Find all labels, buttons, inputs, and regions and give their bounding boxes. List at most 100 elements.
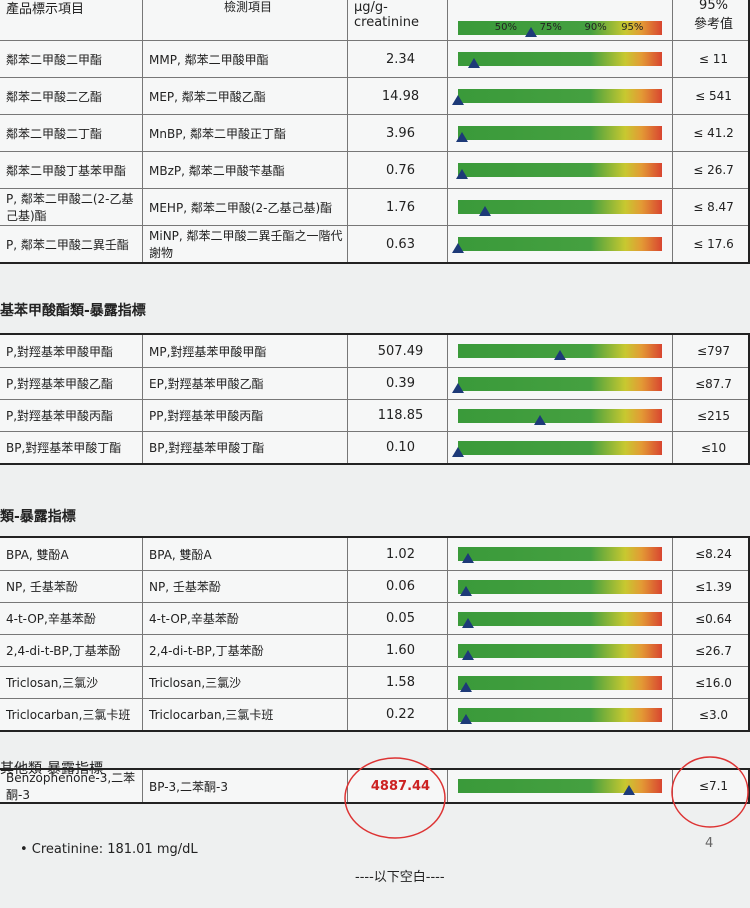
cell: BPA, 雙酚A bbox=[6, 547, 69, 562]
cell: PP,對羥基苯甲酸丙酯 bbox=[142, 400, 347, 431]
gauge-bar bbox=[452, 237, 662, 253]
cell: MEHP, 鄰苯二甲酸(2-乙基己基)酯 bbox=[142, 189, 347, 225]
gauge-bar bbox=[458, 707, 662, 724]
cell: MiNP, 鄰苯二甲酸二異壬酯之一階代謝物 bbox=[142, 226, 347, 262]
end-note: ----以下空白---- bbox=[355, 870, 445, 885]
section-title: 類-暴露指標 bbox=[0, 509, 76, 525]
value-cell: 0.06 bbox=[347, 571, 447, 602]
scale-label: 95% bbox=[621, 22, 644, 33]
table-row: Triclocarban,三氯卡班 Triclocarban,三氯卡班 0.22 ≤3… bbox=[0, 698, 748, 730]
cell: NP, 壬基苯酚 bbox=[6, 580, 78, 594]
table: Benzophenone-3,二苯酮-3 BP-3,二苯酮-3 4887.44 ≤7.… bbox=[0, 768, 750, 804]
section-title: 基苯甲酸酯類-暴露指標 bbox=[0, 303, 146, 319]
marker bbox=[623, 785, 636, 795]
cell: 4-t-OP,辛基苯酚 bbox=[6, 612, 96, 626]
table-row: 鄰苯二甲酸二甲酯 MMP, 鄰苯二甲酸甲酯 2.34 ≤ 11 bbox=[0, 40, 748, 77]
scale-label: 75% bbox=[539, 22, 562, 33]
table-row: NP, 壬基苯酚 NP, 壬基苯酚 0.06 ≤1.39 bbox=[0, 570, 748, 602]
gauge-bar bbox=[458, 344, 662, 360]
reference-cell: ≤ 11 bbox=[672, 41, 748, 77]
cell: P, 鄰苯二甲酸二異壬酯 bbox=[6, 237, 129, 252]
marker bbox=[452, 243, 464, 253]
gauge-cell bbox=[447, 189, 672, 225]
table-row: 鄰苯二甲酸二乙酯 MEP, 鄰苯二甲酸乙酯 14.98 ≤ 541 bbox=[0, 77, 748, 114]
reference-cell: ≤3.0 bbox=[672, 699, 748, 730]
cell: BPA, 雙酚A bbox=[142, 538, 347, 570]
value-cell: 4887.44 bbox=[347, 770, 447, 802]
header-cell: μg/g-creatinine bbox=[347, 0, 447, 40]
cell: BP,對羥基苯甲酸丁酯 bbox=[142, 432, 347, 463]
value-cell: 2.34 bbox=[347, 41, 447, 77]
table-row: P, 鄰苯二甲酸二異壬酯 MiNP, 鄰苯二甲酸二異壬酯之一階代謝物 0.63 ≤ 1… bbox=[0, 225, 748, 262]
gauge-cell bbox=[447, 400, 672, 431]
page-number: 4 bbox=[705, 836, 714, 851]
table: P,對羥基苯甲酸甲酯 MP,對羥基苯甲酸甲酯 507.49 ≤797 P,對羥基苯甲酸乙… bbox=[0, 333, 750, 465]
reference-cell: ≤1.39 bbox=[672, 571, 748, 602]
reference-cell: ≤ 8.47 bbox=[672, 189, 748, 225]
cell: 鄰苯二甲酸二乙酯 bbox=[6, 89, 103, 104]
gauge-cell bbox=[447, 335, 672, 367]
gauge-bar bbox=[458, 611, 662, 628]
value-cell: 3.96 bbox=[347, 115, 447, 151]
gauge-bar bbox=[458, 200, 662, 216]
value-cell: 1.60 bbox=[347, 635, 447, 666]
value-cell: 0.22 bbox=[347, 699, 447, 730]
header-cell: 產品標示項目 bbox=[6, 2, 85, 17]
gauge-bar bbox=[458, 547, 662, 563]
gauge-cell bbox=[447, 603, 672, 634]
marker bbox=[460, 585, 473, 596]
cell: P,對羥基苯甲酸乙酯 bbox=[6, 377, 114, 391]
marker bbox=[456, 132, 469, 142]
cell: BP-3,二苯酮-3 bbox=[142, 770, 347, 802]
section-title: 其他類-暴露指標 bbox=[0, 761, 104, 777]
reference-cell: ≤ 26.7 bbox=[672, 152, 748, 188]
table: BPA, 雙酚A BPA, 雙酚A 1.02 ≤8.24 NP, 壬基苯酚 NP, 壬基苯… bbox=[0, 536, 750, 732]
cell: 2,4-di-t-BP,丁基苯酚 bbox=[6, 644, 121, 658]
cell: P,對羥基苯甲酸丙酯 bbox=[6, 409, 114, 423]
cell: NP, 壬基苯酚 bbox=[142, 571, 347, 602]
reference-cell: ≤10 bbox=[672, 432, 748, 463]
cell: MMP, 鄰苯二甲酸甲酯 bbox=[142, 41, 347, 77]
marker bbox=[452, 446, 464, 457]
table-row: P,對羥基苯甲酸乙酯 EP,對羥基苯甲酸乙酯 0.39 ≤87.7 bbox=[0, 367, 748, 399]
cell: Triclosan,三氯沙 bbox=[142, 667, 347, 698]
marker bbox=[478, 206, 491, 216]
cell: 鄰苯二甲酸二甲酯 bbox=[6, 52, 103, 67]
gauge-cell bbox=[447, 115, 672, 151]
value-cell: 0.63 bbox=[347, 226, 447, 262]
table-row: P,對羥基苯甲酸丙酯 PP,對羥基苯甲酸丙酯 118.85 ≤215 bbox=[0, 399, 748, 431]
gauge-bar bbox=[458, 579, 662, 596]
gauge-bar bbox=[452, 376, 662, 393]
value-cell: 1.02 bbox=[347, 538, 447, 570]
cell: MP,對羥基苯甲酸甲酯 bbox=[142, 335, 347, 367]
table: 產品標示項目 檢測項目 μg/g-creatinine 50% 75% 90% 95%… bbox=[0, 0, 750, 264]
value-cell: 0.76 bbox=[347, 152, 447, 188]
gauge-cell bbox=[447, 770, 672, 802]
header-cell: 50% 75% 90% 95% bbox=[447, 0, 672, 40]
cell: P,對羥基苯甲酸甲酯 bbox=[6, 344, 114, 359]
reference-cell: ≤87.7 bbox=[672, 368, 748, 399]
cell: P, 鄰苯二甲酸二(2-乙基己基)酯 bbox=[6, 192, 134, 223]
header-cell: 檢測項目 bbox=[142, 0, 347, 40]
cell: MBzP, 鄰苯二甲酸苄基酯 bbox=[142, 152, 347, 188]
reference-cell: ≤797 bbox=[672, 335, 748, 367]
reference-cell: ≤0.64 bbox=[672, 603, 748, 634]
cell: BP,對羥基苯甲酸丁酯 bbox=[6, 441, 122, 455]
marker bbox=[462, 553, 475, 563]
scale-label: 50% bbox=[494, 22, 517, 33]
reference-cell: ≤8.24 bbox=[672, 538, 748, 570]
gauge-cell bbox=[447, 368, 672, 399]
marker bbox=[460, 713, 473, 724]
value-cell: 0.10 bbox=[347, 432, 447, 463]
cell: 2,4-di-t-BP,丁基苯酚 bbox=[142, 635, 347, 666]
value-cell: 0.39 bbox=[347, 368, 447, 399]
marker bbox=[533, 414, 546, 425]
cell: Triclosan,三氯沙 bbox=[6, 676, 99, 690]
scale-bar: 50% 75% 90% 95% bbox=[458, 21, 662, 37]
reference-cell: ≤7.1 bbox=[672, 770, 748, 802]
marker bbox=[452, 95, 464, 105]
marker bbox=[462, 649, 475, 660]
reference-cell: ≤26.7 bbox=[672, 635, 748, 666]
header-text: 參考值 bbox=[693, 17, 733, 32]
cell: 鄰苯二甲酸丁基苯甲酯 bbox=[6, 163, 127, 178]
